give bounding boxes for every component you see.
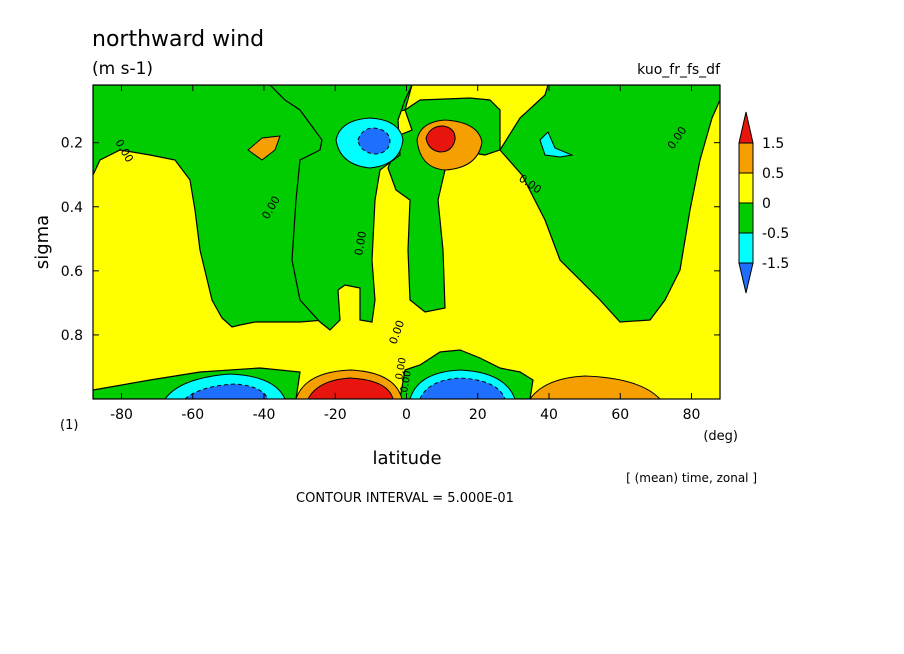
x-tick-label: 60 <box>611 407 629 423</box>
colorbar-label: 0.5 <box>762 166 784 182</box>
panel-index: (1) <box>60 418 78 433</box>
contour-label: 0.00 <box>394 357 409 381</box>
y-tick-label: 0.6 <box>61 264 83 280</box>
y-axis: 0.2 0.4 0.6 0.8 <box>61 136 720 344</box>
x-axis-title: latitude <box>372 448 441 469</box>
colorbar-label: 1.5 <box>762 136 784 152</box>
contour-fill-high <box>247 135 281 161</box>
contour-fill-negative <box>93 85 720 328</box>
colorbar-swatch <box>738 172 754 204</box>
y-tick-label: 0.8 <box>61 328 83 344</box>
x-tick-label: 80 <box>683 407 701 423</box>
run-name: kuo_fr_fs_df <box>637 62 721 78</box>
x-tick-label: 40 <box>540 407 558 423</box>
contour-fill-low <box>357 127 391 155</box>
contour-fill-low <box>539 131 574 158</box>
y-axis-title: sigma <box>32 215 53 269</box>
chart-units: (m s-1) <box>92 59 153 79</box>
x-tick-label: 0 <box>402 407 411 423</box>
contour-fill-high <box>307 377 394 399</box>
x-tick-label: -20 <box>324 407 347 423</box>
contour-fill-high <box>529 375 661 399</box>
x-tick-label: -80 <box>110 407 133 423</box>
colorbar-label: 0 <box>762 196 771 212</box>
colorbar-swatch <box>738 142 754 174</box>
averaging-note: [ (mean) time, zonal ] <box>626 471 757 485</box>
contour-label: 0.00 <box>352 230 369 256</box>
chart-title: northward wind <box>92 27 264 52</box>
colorbar-label: -1.5 <box>762 256 789 272</box>
y-tick-label: 0.4 <box>61 200 83 216</box>
colorbar-label: -0.5 <box>762 226 789 242</box>
x-axis: -80 -60 -40 -20 0 20 40 60 80 <box>110 85 700 423</box>
contour-fill-low <box>184 383 269 399</box>
x-tick-label: -60 <box>181 407 204 423</box>
colorbar: 1.5 0.5 0 -0.5 -1.5 <box>738 111 789 294</box>
contour-interval: CONTOUR INTERVAL = 5.000E-01 <box>296 491 514 506</box>
contour-fill-high <box>425 125 456 153</box>
x-axis-unit: (deg) <box>703 429 738 444</box>
contour-field: 0.00 0.00 0.00 0.00 0.00 0.00 0.00 0.00 <box>93 85 720 399</box>
colorbar-swatch <box>738 202 754 234</box>
x-tick-label: -40 <box>253 407 276 423</box>
contour-fill-low <box>419 377 506 399</box>
colorbar-swatch <box>738 232 754 264</box>
colorbar-cap-bottom <box>738 262 754 294</box>
colorbar-cap-top <box>738 111 754 144</box>
contour-label: 0.00 <box>399 370 414 394</box>
y-tick-label: 0.2 <box>61 136 83 152</box>
x-tick-label: 20 <box>469 407 487 423</box>
